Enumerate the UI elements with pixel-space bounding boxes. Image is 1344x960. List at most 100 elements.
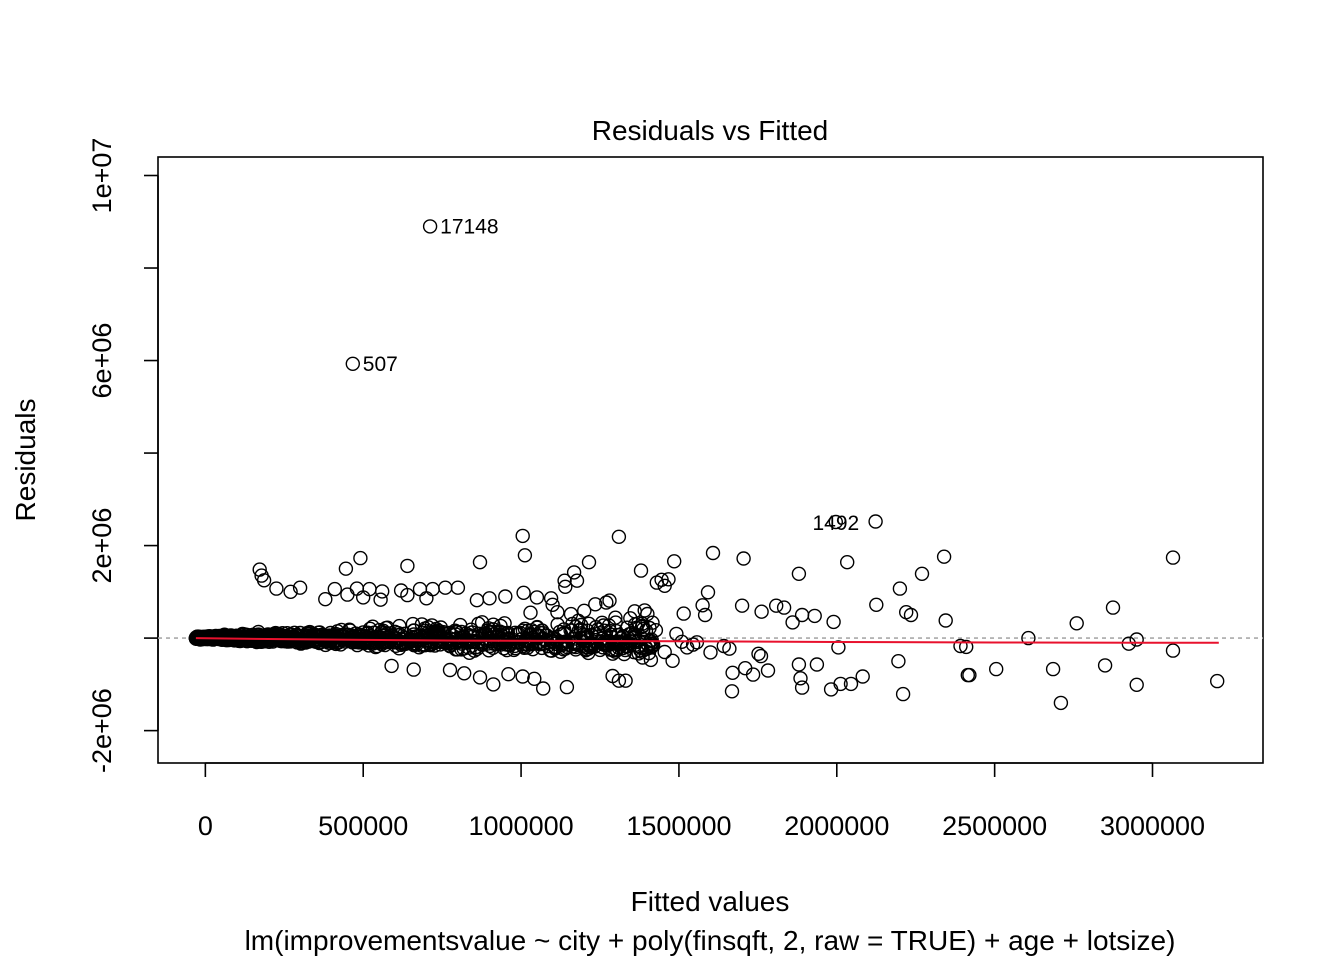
data-point <box>371 630 386 646</box>
data-point <box>745 667 761 682</box>
data-point <box>826 614 841 630</box>
data-point <box>283 584 298 599</box>
data-point <box>543 591 559 606</box>
data-point <box>499 637 514 652</box>
data-point <box>791 657 807 672</box>
x-axis-label: Fitted values <box>631 886 790 917</box>
data-point <box>580 623 595 638</box>
data-point <box>540 635 555 650</box>
data-point <box>594 615 610 630</box>
data-point <box>1097 658 1113 673</box>
data-point <box>558 641 573 656</box>
data-point <box>601 618 617 633</box>
data-point <box>754 604 769 619</box>
data-point <box>1165 550 1181 565</box>
data-point <box>807 608 822 624</box>
data-point <box>959 639 974 655</box>
data-point <box>520 623 535 638</box>
data-point <box>611 635 627 651</box>
data-point <box>414 617 430 632</box>
data-point <box>425 581 440 597</box>
data-point <box>638 623 654 638</box>
data-point <box>602 593 617 608</box>
x-axis: 0 500000 1000000 1500000 2000000 2500000 30000… <box>198 762 1205 841</box>
data-point <box>643 652 659 668</box>
data-point <box>635 650 650 665</box>
data-point <box>734 598 750 613</box>
data-point <box>892 581 908 596</box>
data-point <box>515 639 531 654</box>
data-point <box>619 620 635 635</box>
data-point <box>536 681 551 696</box>
data-point <box>472 670 488 685</box>
data-point <box>843 676 859 692</box>
data-point <box>500 625 516 641</box>
data-point <box>469 593 485 608</box>
y-axis: -2e+06 2e+06 6e+06 1e+07 <box>87 138 159 773</box>
data-point <box>793 671 808 686</box>
data-point <box>769 598 784 613</box>
data-point <box>868 514 883 529</box>
data-point <box>442 662 458 678</box>
y-tick-label: 2e+06 <box>87 508 117 584</box>
data-point <box>953 638 968 654</box>
data-point <box>753 648 769 664</box>
data-point <box>602 623 618 639</box>
data-point <box>640 606 655 622</box>
data-point <box>794 680 810 695</box>
data-point <box>809 657 825 672</box>
y-tick-label: 1e+07 <box>87 138 117 214</box>
data-point <box>828 514 843 530</box>
data-point <box>400 558 415 574</box>
data-point <box>1121 636 1137 651</box>
x-tick-label: 0 <box>198 811 213 841</box>
data-point <box>323 628 338 644</box>
data-point <box>791 566 807 581</box>
data-point <box>569 573 585 588</box>
data-point <box>529 590 545 605</box>
data-point <box>353 550 368 566</box>
x-tick-label: 3000000 <box>1100 811 1205 841</box>
smooth-line <box>195 637 1219 644</box>
data-point <box>329 630 345 645</box>
data-point <box>581 555 597 570</box>
data-point <box>457 666 472 681</box>
data-point <box>695 598 710 613</box>
data-point <box>550 605 565 620</box>
x-tick-label: 2500000 <box>942 811 1047 841</box>
data-point <box>492 624 507 639</box>
data-point <box>384 658 399 674</box>
data-point <box>566 565 582 580</box>
data-point <box>667 554 682 569</box>
x-tick-label: 500000 <box>318 811 408 841</box>
data-point <box>724 684 740 699</box>
data-point <box>318 592 333 607</box>
data-point <box>725 665 740 680</box>
data-point <box>776 600 792 615</box>
point-label: 1492 <box>812 512 859 535</box>
data-point <box>476 631 491 646</box>
data-point <box>373 592 388 607</box>
data-point <box>1105 600 1121 615</box>
data-point <box>515 528 530 544</box>
data-point <box>535 625 550 641</box>
point-label: 507 <box>363 353 398 376</box>
point-labels-layer: 17148 507 1492 <box>363 215 859 535</box>
data-point <box>517 621 533 636</box>
data-point <box>375 584 390 599</box>
data-point <box>515 669 530 684</box>
data-point <box>1129 632 1144 647</box>
data-point <box>349 634 364 649</box>
data-point <box>618 673 633 688</box>
data-point <box>705 545 721 561</box>
data-point <box>623 611 638 626</box>
data-point <box>558 579 573 594</box>
data-point <box>327 581 342 597</box>
data-point <box>481 631 497 647</box>
data-point <box>869 597 884 612</box>
data-point <box>577 603 592 618</box>
data-point <box>626 644 642 660</box>
data-point <box>345 356 360 371</box>
data-point <box>438 580 453 595</box>
